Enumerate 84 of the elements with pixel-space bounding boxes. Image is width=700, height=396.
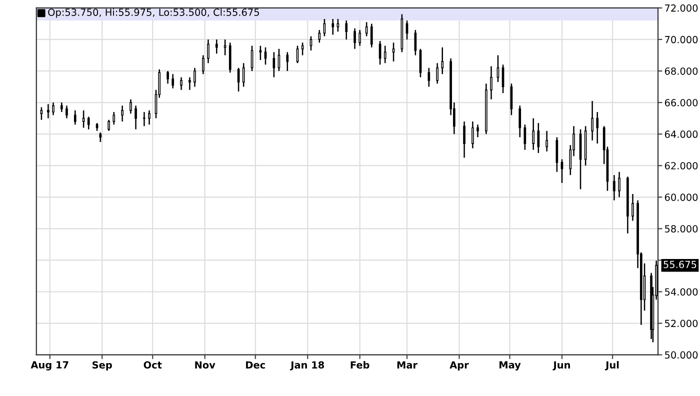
candlestick <box>336 18 340 32</box>
candlestick <box>264 46 267 66</box>
annotation: 55.675 <box>664 260 696 268</box>
candlestick <box>472 120 474 149</box>
y-tick-label: 60.000 <box>664 194 698 201</box>
candlestick <box>99 132 102 143</box>
x-tick-label: Sep <box>92 361 112 370</box>
candlestick <box>74 110 76 126</box>
y-tick-label: 66.000 <box>664 99 698 106</box>
candlestick <box>224 38 226 56</box>
candlestick <box>358 29 362 46</box>
candlestick <box>596 111 599 144</box>
candlestick <box>414 29 417 56</box>
x-tick-label: Jul <box>605 361 619 370</box>
candlestick <box>428 67 430 88</box>
candlestick <box>546 130 548 152</box>
candlestick <box>148 110 150 126</box>
candlestick <box>166 70 169 84</box>
y-tick-label: 52.000 <box>665 320 698 328</box>
y-tick-label: 64.000 <box>664 130 698 138</box>
candlestick <box>40 106 43 120</box>
candlestick <box>180 76 182 91</box>
candlestick <box>112 111 116 126</box>
candlestick <box>272 51 276 78</box>
candlestick <box>188 76 191 91</box>
candlestick <box>463 120 466 158</box>
candlestick <box>441 46 444 75</box>
x-tick-label: Nov <box>195 361 216 369</box>
candlestick <box>52 102 54 116</box>
candlestick <box>259 45 262 61</box>
candlestick <box>490 66 492 100</box>
candlestick <box>228 42 232 74</box>
candlestick <box>194 67 196 88</box>
y-tick-label: 50.000 <box>665 351 698 359</box>
candlestick <box>318 29 321 44</box>
candlestick <box>202 54 204 75</box>
candlestick <box>436 62 438 84</box>
candlestick <box>392 42 395 62</box>
candlestick <box>215 38 218 54</box>
x-tick-label: Dec <box>246 361 265 369</box>
candlestick <box>524 124 526 150</box>
candlestick <box>518 105 522 138</box>
candlestick <box>591 100 594 141</box>
x-tick-label: Aug 17 <box>30 361 68 370</box>
candlestick <box>66 105 68 119</box>
candlestick <box>476 124 479 138</box>
candlestick <box>332 18 334 36</box>
candlestick <box>87 116 90 130</box>
candlestick <box>345 20 348 40</box>
candlestick <box>286 51 289 72</box>
candlestick <box>60 102 63 113</box>
x-tick-label: Jun <box>552 361 570 370</box>
candlestick <box>108 119 110 132</box>
x-tick-label: May <box>500 361 521 370</box>
y-tick-label: 72.000 <box>665 4 698 12</box>
candlestick <box>47 103 50 119</box>
x-tick-label: Apr <box>450 361 469 370</box>
candlestick <box>242 62 245 88</box>
candlestick <box>618 171 620 198</box>
x-tick-label: Jan 18 <box>290 361 324 370</box>
candlestick <box>172 74 174 89</box>
x-tick-label: Feb <box>350 361 370 369</box>
y-tick-label: 70.000 <box>665 36 698 44</box>
candlestick <box>82 110 85 128</box>
candlestick <box>384 45 386 64</box>
annotation: Op:53.750, Hi:55.975, Lo:53.500, Cl:55.675 <box>48 8 259 18</box>
candlestick <box>532 118 535 150</box>
candlestick <box>370 23 373 48</box>
y-tick-label: 68.000 <box>664 67 698 75</box>
candlestick <box>134 105 137 130</box>
candlestick <box>613 174 616 201</box>
y-tick-label: 58.000 <box>665 225 698 233</box>
candlestick <box>632 193 634 222</box>
candlestick <box>143 111 146 127</box>
x-tick-label: Oct <box>144 361 162 369</box>
candlestick <box>537 122 540 154</box>
y-tick-label: 62.000 <box>664 162 698 170</box>
x-tick-label: Mar <box>397 361 418 369</box>
candlestick <box>207 38 210 64</box>
candlestick <box>301 42 304 56</box>
candlestick <box>354 28 356 50</box>
y-tick-label: 54.000 <box>665 288 698 296</box>
candlestick <box>121 105 124 122</box>
candlestick <box>130 98 132 114</box>
